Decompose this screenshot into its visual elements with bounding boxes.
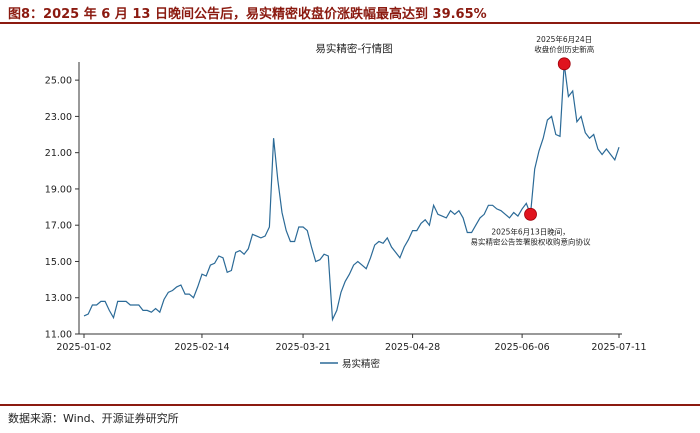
- x-axis-ticks: 2025-01-02 2025-02-14 2025-03-21 2025-04-28…: [56, 334, 647, 353]
- series-line-price: [83, 63, 620, 322]
- y-tick-label: 25.00: [45, 76, 72, 87]
- y-tick-label: 13.00: [45, 293, 72, 304]
- y-tick-label: 23.00: [45, 112, 72, 123]
- legend: 易实精密: [320, 358, 381, 370]
- y-tick-label: 17.00: [45, 221, 72, 232]
- annotation-marker: [524, 207, 537, 221]
- y-tick-label: 15.00: [45, 257, 72, 268]
- y-tick-label: 21.00: [45, 148, 72, 159]
- annotation-text: 2025年6月13日晚间，: [491, 226, 569, 236]
- source-note: 数据来源：Wind、开源证券研究所: [8, 412, 179, 425]
- price-chart: 易实精密-行情图 11.00 13.00 15.00 17.00 19.00 21.00 2…: [45, 34, 647, 370]
- chart-title: 易实精密-行情图: [315, 42, 392, 55]
- x-tick-label: 2025-06-06: [495, 342, 550, 353]
- x-tick-label: 2025-04-28: [385, 342, 440, 353]
- y-tick-label: 19.00: [45, 184, 72, 195]
- legend-label: 易实精密: [342, 358, 381, 370]
- figure-title: 图8：2025 年 6 月 13 日晚间公告后，易实精密收盘价涨跌幅最高达到 3…: [8, 7, 487, 22]
- x-tick-label: 2025-07-11: [591, 342, 646, 353]
- annotation-text: 易实精密公告签署股权收购意向协议: [471, 236, 591, 246]
- annotation-text: 收盘价创历史新高: [534, 44, 594, 54]
- title-rule: [0, 22, 700, 24]
- x-tick-label: 2025-01-02: [56, 342, 111, 353]
- y-tick-label: 11.00: [45, 330, 72, 341]
- source-rule: [0, 404, 700, 406]
- annotation-text: 2025年6月24日: [536, 34, 592, 44]
- x-tick-label: 2025-02-14: [174, 342, 229, 353]
- y-axis-ticks: 11.00 13.00 15.00 17.00 19.00 21.00 23.00 25.00: [45, 76, 79, 341]
- x-tick-label: 2025-03-21: [275, 342, 330, 353]
- annotation-marker: [557, 57, 571, 71]
